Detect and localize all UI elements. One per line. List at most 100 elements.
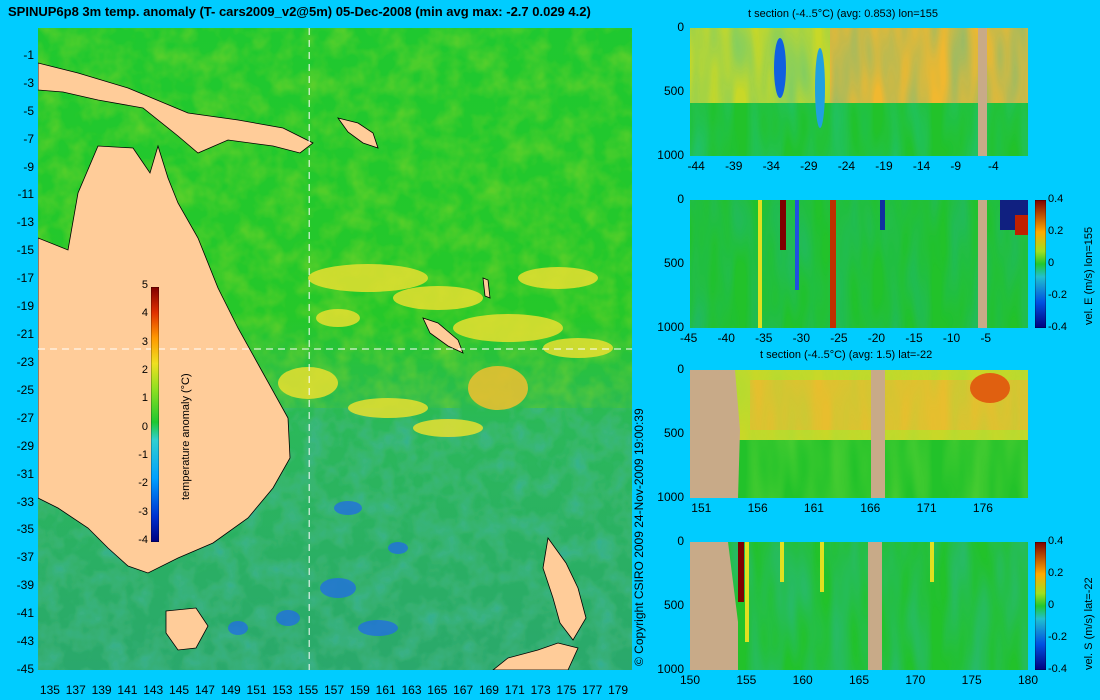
map-colorbar-tick: 2 bbox=[141, 364, 148, 376]
map-y-tick: -31 bbox=[16, 466, 34, 481]
tsec-lon-x-tick: -34 bbox=[762, 159, 780, 173]
tasmania bbox=[165, 607, 209, 651]
map-colorbar-tick: 3 bbox=[141, 335, 148, 348]
map-y-tick: -11 bbox=[17, 187, 34, 202]
map-x-tick: 159 bbox=[349, 683, 370, 697]
vel-s-y-tick: 1000 bbox=[657, 662, 684, 676]
vel-e-x-tick: -30 bbox=[792, 331, 810, 345]
map-x-tick: 139 bbox=[91, 683, 112, 697]
vel-e-colorbar-tick: -0.2 bbox=[1048, 289, 1067, 301]
main-title: SPINUP6p8 3m temp. anomaly (T- cars2009_… bbox=[8, 4, 591, 19]
vel-e-x-tick: -5 bbox=[980, 331, 992, 345]
map-x-tick: 163 bbox=[401, 683, 422, 697]
tsec-lon-y-tick: 1000 bbox=[657, 148, 684, 162]
vel-e-x-tick: -35 bbox=[755, 331, 773, 345]
vel-e-y-tick: 500 bbox=[663, 256, 684, 270]
map-colorbar-tick: 4 bbox=[141, 307, 148, 320]
map-y-tick: -39 bbox=[16, 578, 34, 593]
map-x-tick: 145 bbox=[169, 683, 190, 697]
warm-eddy-band bbox=[278, 264, 613, 437]
vel-e-x-tick: -10 bbox=[942, 331, 961, 345]
land-masses bbox=[38, 62, 587, 670]
vel-s-x-tick: 165 bbox=[849, 673, 870, 687]
vel-s-y-tick: 500 bbox=[663, 598, 684, 612]
vel-s-x-tick: 175 bbox=[961, 673, 982, 687]
vel-s-colorbar-tick: -0.4 bbox=[1048, 663, 1067, 675]
map-y-tick: -21 bbox=[16, 327, 34, 342]
vel-e-colorbar-tick: 0.4 bbox=[1048, 193, 1064, 205]
map-y-tick: -9 bbox=[23, 159, 34, 174]
map-y-tick: -7 bbox=[23, 131, 34, 146]
map-y-tick: -5 bbox=[23, 103, 34, 118]
velocity-s-section bbox=[690, 542, 1028, 670]
vel-e-x-tick: -40 bbox=[717, 331, 735, 345]
tsec-lon-x-tick: -19 bbox=[875, 159, 893, 173]
temperature-section-lon bbox=[690, 28, 1028, 156]
tsec-lon-x-tick: -4 bbox=[987, 159, 999, 173]
vanuatu bbox=[482, 277, 491, 299]
map-x-tick: 167 bbox=[453, 683, 474, 697]
map-x-tick: 151 bbox=[246, 683, 267, 697]
map-y-tick: -25 bbox=[16, 382, 34, 397]
map-colorbar-tick: 0 bbox=[141, 420, 148, 433]
tsec-lon-x-tick: -44 bbox=[687, 159, 705, 173]
vel-e-y-tick: 1000 bbox=[657, 320, 684, 334]
temperature-section-lat bbox=[690, 370, 1028, 498]
map-y-tick: -19 bbox=[16, 299, 34, 314]
vel-s-x-tick: 170 bbox=[905, 673, 926, 687]
map-y-tick: -37 bbox=[16, 550, 34, 565]
map-x-tick: 147 bbox=[194, 683, 215, 697]
tsec-lon-x-tick: -29 bbox=[800, 159, 818, 173]
map-y-tick: -17 bbox=[16, 271, 34, 286]
cold-eddies bbox=[228, 501, 408, 636]
map-x-tick: 157 bbox=[324, 683, 345, 697]
map-y-tick: -41 bbox=[16, 606, 34, 621]
map-x-tick: 137 bbox=[65, 683, 86, 697]
solomon-islands bbox=[337, 117, 379, 149]
vel-s-y-tick: 0 bbox=[677, 534, 684, 548]
map-x-tick: 179 bbox=[608, 683, 629, 697]
map-colorbar-tick: -2 bbox=[138, 477, 148, 490]
map-colorbar-tick: -4 bbox=[138, 534, 148, 546]
vel-s-x-tick: 180 bbox=[1018, 673, 1039, 687]
map-colorbar-tick: 5 bbox=[141, 279, 148, 291]
vel-e-y-tick: 0 bbox=[677, 192, 684, 206]
map-colorbar-tick: 1 bbox=[141, 392, 148, 405]
map-y-tick: -43 bbox=[16, 634, 34, 649]
map-colorbar-tick: -3 bbox=[138, 505, 148, 518]
tsec-lat-x-tick: 176 bbox=[972, 501, 993, 515]
vel-s-colorbar-tick: 0 bbox=[1048, 599, 1055, 611]
map-x-tick: 149 bbox=[220, 683, 241, 697]
vel-e-colorbar-tick: 0.2 bbox=[1048, 225, 1064, 237]
map-colorbar bbox=[151, 287, 159, 542]
tsec-lat-y-tick: 0 bbox=[677, 362, 684, 376]
tsec-lat-y-tick: 500 bbox=[663, 426, 684, 440]
vel-s-colorbar-tick: 0.2 bbox=[1048, 567, 1064, 579]
vel-e-colorbar bbox=[1035, 200, 1046, 328]
vel-s-colorbar bbox=[1035, 542, 1046, 670]
map-y-tick: -45 bbox=[16, 662, 34, 676]
velocity-e-section bbox=[690, 200, 1028, 328]
map-x-tick: 177 bbox=[582, 683, 603, 697]
tsec-lon-title: t section (-4..5°C) (avg: 0.853) lon=155 bbox=[748, 8, 938, 20]
map-y-tick: -35 bbox=[16, 522, 34, 537]
map-x-tick: 143 bbox=[143, 683, 164, 697]
vel-s-colorbar-tick: 0.4 bbox=[1048, 535, 1064, 547]
map-x-tick: 135 bbox=[39, 683, 60, 697]
map-x-tick: 173 bbox=[530, 683, 551, 697]
vel-s-x-tick: 155 bbox=[736, 673, 757, 687]
new-zealand-south bbox=[492, 642, 579, 670]
map-y-tick: -23 bbox=[16, 354, 34, 369]
map-y-tick: -33 bbox=[16, 494, 34, 509]
new-caledonia bbox=[422, 317, 464, 354]
tsec-lon-y-tick: 0 bbox=[677, 20, 684, 34]
map-x-tick: 169 bbox=[478, 683, 499, 697]
tsec-lon-x-tick: -14 bbox=[912, 159, 931, 173]
vel-e-colorbar-tick: -0.4 bbox=[1048, 321, 1067, 333]
vel-e-colorbar-tick: 0 bbox=[1048, 257, 1055, 269]
vel-s-x-tick: 150 bbox=[680, 673, 701, 687]
map-x-tick: 155 bbox=[298, 683, 319, 697]
tsec-lon-x-tick: -24 bbox=[837, 159, 856, 173]
new-guinea bbox=[38, 62, 314, 154]
map-x-tick: 141 bbox=[117, 683, 138, 697]
